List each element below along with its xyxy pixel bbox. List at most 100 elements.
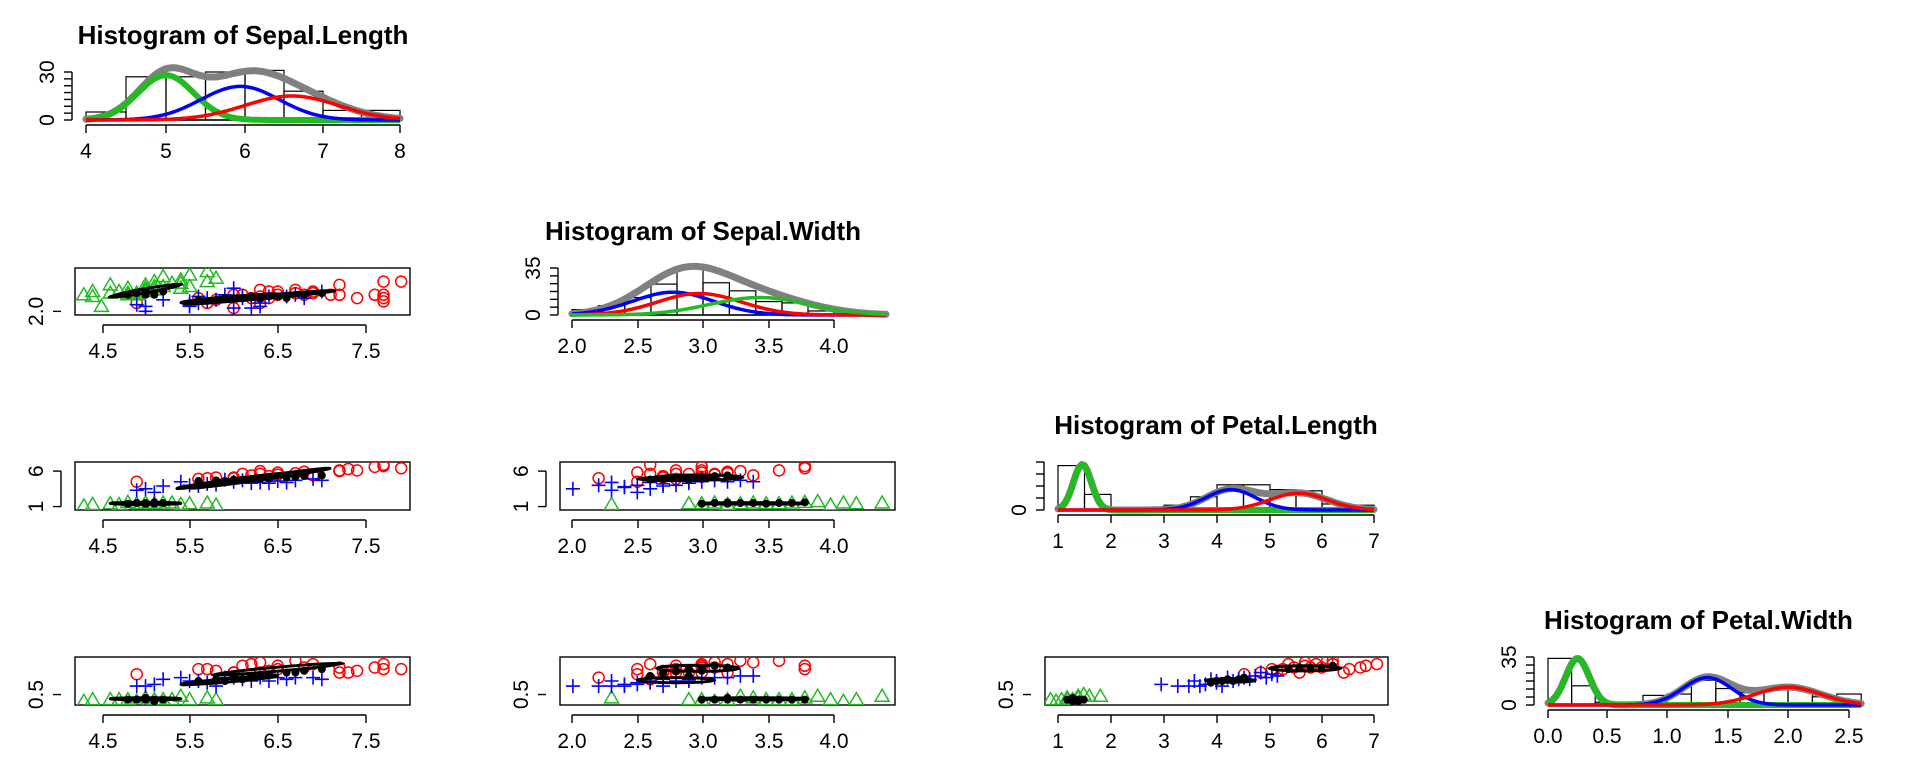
point-triangle bbox=[84, 691, 101, 705]
point-triangle bbox=[809, 493, 826, 508]
ellipse bbox=[635, 676, 717, 685]
histogram-3-component-curve bbox=[1058, 491, 1375, 512]
histogram-4-title: Histogram of Petal.Width bbox=[1544, 605, 1853, 635]
histogram-2-x-tick-label: 2.5 bbox=[623, 335, 652, 358]
point-plus bbox=[1192, 679, 1207, 694]
point-plus bbox=[733, 668, 748, 683]
point-triangle bbox=[198, 273, 216, 288]
point-circle bbox=[333, 278, 346, 292]
point-triangle bbox=[1092, 687, 1109, 702]
point-plus bbox=[720, 670, 735, 685]
ellipse bbox=[697, 696, 809, 702]
histogram-1-title: Histogram of Sepal.Length bbox=[78, 20, 409, 50]
histogram-2-y-tick-label: 35 bbox=[522, 256, 545, 279]
point-plus bbox=[173, 670, 188, 685]
point-triangle bbox=[207, 269, 225, 285]
scatter-sepal-width-vs-petal-length-x-tick-label: 4.0 bbox=[819, 535, 848, 558]
point-circle bbox=[772, 464, 786, 477]
histogram-3-y-axis bbox=[1036, 461, 1045, 511]
point-plus bbox=[1154, 677, 1169, 692]
scatter-sepal-width-vs-petal-length-x-axis bbox=[571, 519, 835, 528]
scatter-petal-length-vs-petal-width-x-tick-label: 7 bbox=[1368, 730, 1380, 753]
point-circle bbox=[333, 666, 346, 679]
point-triangle bbox=[93, 297, 110, 313]
histogram-2-title: Histogram of Sepal.Width bbox=[545, 216, 861, 246]
point-triangle bbox=[822, 691, 839, 705]
histogram-1-x-tick-label: 5 bbox=[160, 140, 172, 163]
point-plus bbox=[630, 478, 645, 493]
point-triangle bbox=[101, 276, 119, 291]
point-triangle bbox=[84, 495, 101, 510]
point-triangle bbox=[1048, 692, 1064, 705]
scatter-sepal-length-vs-petal-width-x-tick-label: 6.5 bbox=[263, 730, 292, 753]
point-triangle bbox=[873, 494, 891, 509]
scatter-petal-length-vs-petal-width-points bbox=[1045, 657, 1384, 705]
scatter-sepal-width-vs-petal-length-x-tick-label: 2.0 bbox=[557, 535, 586, 558]
point-triangle bbox=[181, 691, 198, 705]
histogram-1-y-tick-label: 0 bbox=[36, 114, 59, 126]
point-triangle bbox=[603, 495, 620, 510]
histogram-1-x-tick-label: 4 bbox=[80, 140, 92, 163]
histogram-4-x-tick-label: 2.0 bbox=[1773, 725, 1802, 748]
point-plus bbox=[138, 481, 153, 496]
scatter-sepal-width-vs-petal-length-y-axis bbox=[538, 470, 547, 508]
point-circle bbox=[734, 657, 747, 667]
point-circle bbox=[798, 662, 812, 676]
point-circle bbox=[798, 462, 812, 475]
scatter-sepal-width-vs-petal-length-y-tick-label: 1 bbox=[510, 501, 533, 513]
point-dot bbox=[317, 471, 326, 480]
histogram-2-x-tick-label: 3.0 bbox=[688, 335, 717, 358]
point-circle bbox=[394, 662, 408, 676]
histogram-3-x-tick-label: 6 bbox=[1316, 530, 1328, 553]
point-triangle bbox=[172, 274, 190, 289]
histogram-4-y-tick-label: 35 bbox=[1498, 645, 1521, 668]
point-circle bbox=[1298, 657, 1312, 669]
histogram-4-x-tick-label: 0.0 bbox=[1533, 725, 1562, 748]
point-plus bbox=[565, 481, 580, 496]
point-triangle bbox=[198, 494, 216, 509]
point-circle bbox=[394, 462, 408, 475]
scatter-sepal-length-vs-petal-length-y-tick-label: 6 bbox=[25, 465, 48, 477]
point-plus bbox=[604, 475, 619, 490]
scatter-sepal-length-vs-sepal-width-x-tick-label: 7.5 bbox=[351, 340, 380, 363]
ellipse bbox=[108, 696, 183, 702]
scatter-sepal-length-vs-sepal-width-y-tick-label: 2.0 bbox=[25, 297, 48, 326]
point-circle bbox=[747, 657, 760, 669]
ellipse bbox=[635, 475, 717, 483]
point-plus bbox=[591, 679, 606, 694]
point-plus bbox=[617, 679, 632, 694]
scatter-sepal-length-vs-petal-length-y-axis bbox=[53, 470, 62, 508]
scatter-sepal-length-vs-sepal-width-x-tick-label: 5.5 bbox=[175, 340, 204, 363]
point-plus bbox=[746, 474, 761, 489]
histogram-1-x-axis bbox=[85, 124, 401, 133]
point-circle bbox=[333, 661, 346, 674]
histogram-1-component-curve bbox=[86, 94, 401, 122]
histogram-3-x-tick-label: 5 bbox=[1264, 530, 1276, 553]
histogram-1-x-tick-label: 6 bbox=[239, 140, 251, 163]
point-triangle bbox=[75, 286, 93, 301]
histogram-3-x-tick-label: 2 bbox=[1105, 530, 1117, 553]
point-triangle bbox=[680, 495, 698, 510]
scatter-sepal-width-vs-petal-width-points bbox=[565, 657, 891, 705]
point-circle bbox=[643, 657, 657, 671]
histogram-4-y-axis bbox=[1526, 656, 1535, 706]
point-plus bbox=[565, 679, 580, 694]
point-plus bbox=[604, 679, 619, 694]
scatter-sepal-length-vs-sepal-width-x-tick-label: 4.5 bbox=[88, 340, 117, 363]
point-plus bbox=[147, 485, 162, 500]
point-circle bbox=[333, 288, 346, 302]
point-plus bbox=[306, 471, 321, 486]
point-plus bbox=[226, 301, 241, 315]
histogram-2-component-curve bbox=[571, 291, 886, 317]
histogram-4-x-tick-label: 1.0 bbox=[1652, 725, 1681, 748]
point-circle bbox=[695, 462, 708, 474]
point-circle bbox=[350, 291, 364, 305]
point-triangle bbox=[76, 497, 92, 510]
histogram-1-x-tick-label: 7 bbox=[317, 140, 329, 163]
scatter-sepal-length-vs-petal-width-x-axis bbox=[102, 714, 367, 723]
point-circle bbox=[368, 661, 381, 674]
point-plus bbox=[226, 281, 241, 296]
ellipse bbox=[210, 661, 346, 677]
point-plus bbox=[156, 479, 171, 493]
